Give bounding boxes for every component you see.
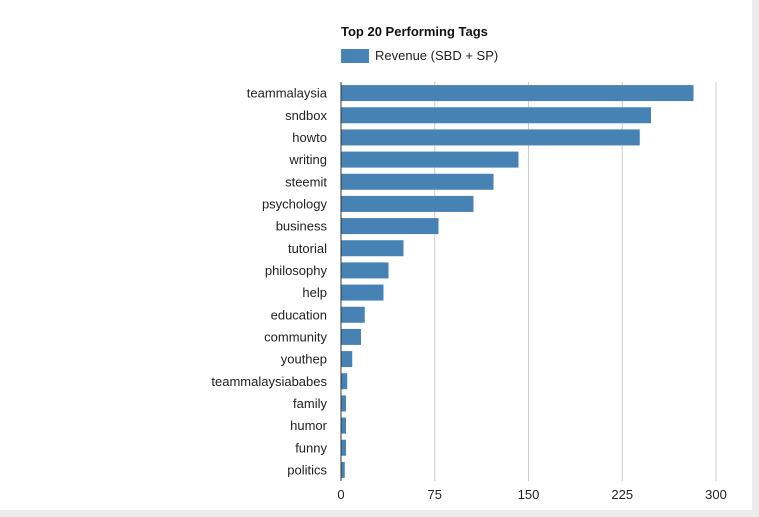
- x-tick-label: 150: [518, 487, 540, 502]
- category-label: sndbox: [285, 108, 327, 123]
- category-label: howto: [292, 130, 327, 145]
- legend-swatch: [341, 48, 369, 63]
- category-label: writing: [288, 152, 327, 167]
- category-label: politics: [287, 462, 327, 477]
- bar: [341, 195, 474, 212]
- chart-title: Top 20 Performing Tags: [341, 24, 488, 39]
- bar: [341, 262, 389, 279]
- category-label: teammalaysia: [247, 86, 328, 101]
- bar: [341, 85, 694, 102]
- bar: [341, 351, 353, 368]
- bar: [341, 173, 494, 190]
- x-tick-label: 0: [337, 487, 344, 502]
- chart-legend: Revenue (SBD + SP): [341, 48, 498, 63]
- bar: [341, 417, 346, 434]
- chart-panel: Top 20 Performing Tags Revenue (SBD + SP…: [0, 0, 752, 510]
- category-label: youthep: [281, 352, 327, 367]
- bar: [341, 240, 404, 257]
- category-label: steemit: [285, 174, 327, 189]
- bar: [341, 151, 519, 168]
- bar: [341, 306, 365, 323]
- category-label: humor: [290, 418, 328, 433]
- category-label: psychology: [262, 196, 328, 211]
- bar: [341, 107, 651, 124]
- bar: [341, 284, 384, 301]
- bar: [341, 328, 361, 345]
- category-label: business: [276, 219, 328, 234]
- x-tick-label: 75: [428, 487, 442, 502]
- x-tick-label: 225: [611, 487, 633, 502]
- bar: [341, 395, 346, 412]
- category-label: help: [302, 285, 327, 300]
- category-label: funny: [295, 440, 327, 455]
- category-label: community: [264, 329, 327, 344]
- legend-label: Revenue (SBD + SP): [375, 48, 499, 63]
- category-label: education: [271, 307, 327, 322]
- category-label: family: [293, 396, 327, 411]
- bar: [341, 373, 348, 390]
- category-label: teammalaysiababes: [211, 374, 327, 389]
- bar: [341, 439, 346, 456]
- bar: [341, 461, 345, 478]
- category-label: tutorial: [288, 241, 327, 256]
- bar: [341, 129, 640, 146]
- x-tick-label: 300: [705, 487, 727, 502]
- category-label: philosophy: [265, 263, 328, 278]
- bar-chart: 0 75 150 225 300 teammalaysia sndbox howto writi…: [211, 82, 727, 502]
- bar: [341, 218, 439, 235]
